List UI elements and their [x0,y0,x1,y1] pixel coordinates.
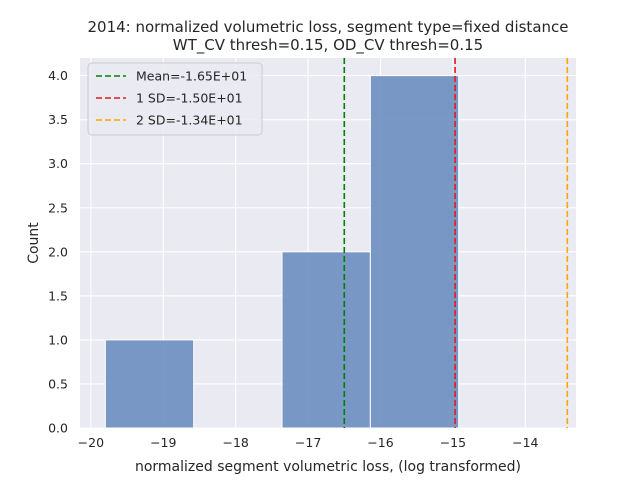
legend-label: 2 SD=-1.34E+01 [136,113,243,128]
histogram-bar [104,339,195,429]
x-tick-label: −19 [150,435,176,450]
histogram-bar [369,75,460,429]
x-tick-label: −14 [512,435,538,450]
y-tick-labels: 0.0 0.5 1.0 1.5 2.0 2.5 3.0 3.5 4.0 [48,68,68,435]
x-axis-label: normalized segment volumetric loss, (log… [135,459,521,475]
x-tick-label: −18 [222,435,248,450]
legend-label: 1 SD=-1.50E+01 [136,91,243,106]
y-tick-label: 2.0 [48,244,68,259]
legend-label: Mean=-1.65E+01 [136,69,247,84]
y-tick-label: 1.0 [48,332,68,347]
y-tick-label: 0.0 [48,421,68,436]
y-tick-label: 4.0 [48,68,68,83]
x-tick-label: −15 [440,435,466,450]
histogram-bar [281,251,371,429]
x-tick-labels: −20 −19 −18 −17 −16 −15 −14 [78,435,539,450]
legend-box [87,62,263,136]
y-tick-label: 3.5 [48,112,68,127]
y-tick-label: 2.5 [48,200,68,215]
x-tick-label: −16 [367,435,393,450]
chart-title-line-1: 2014: normalized volumetric loss, segmen… [87,18,568,36]
y-tick-label: 1.5 [48,288,68,303]
x-tick-label: −20 [78,435,104,450]
legend: Mean=-1.65E+01 1 SD=-1.50E+01 2 SD=-1.34E+… [87,62,263,136]
x-tick-label: −17 [295,435,321,450]
y-tick-label: 3.0 [48,156,68,171]
y-axis-label: Count [26,222,42,264]
y-tick-label: 0.5 [48,376,68,391]
reference-lines [343,58,569,428]
histogram-bars [104,75,460,429]
chart-title-line-2: WT_CV thresh=0.15, OD_CV thresh=0.15 [173,36,483,55]
